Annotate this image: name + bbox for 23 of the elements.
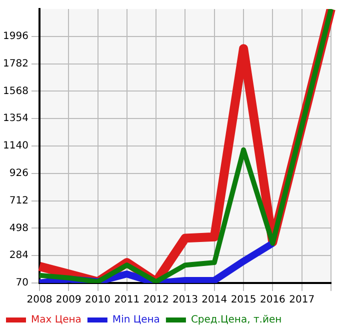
- x-tick-label: 2009: [56, 294, 82, 306]
- y-tick-label: 498: [9, 222, 28, 234]
- x-tick-label: 2013: [172, 294, 198, 306]
- y-tick-label: 284: [9, 250, 28, 262]
- x-tick-label: 2015: [230, 294, 256, 306]
- x-tick-label: 2014: [202, 294, 228, 306]
- y-tick-label: 70: [16, 278, 28, 289]
- y-tick-label: 712: [9, 195, 28, 206]
- y-tick-label: 1568: [2, 86, 28, 97]
- x-tick-label: 2012: [143, 294, 169, 306]
- x-tick-label: 2010: [85, 294, 110, 306]
- y-tick-label: 1354: [2, 113, 28, 124]
- legend-label: Min Цена: [112, 314, 160, 326]
- x-tick-label: 2016: [260, 294, 286, 306]
- y-tick-label: 926: [9, 168, 28, 179]
- x-tick-label: 2017: [289, 294, 315, 306]
- x-tick-label: 2011: [114, 294, 140, 306]
- y-tick-label: 1140: [2, 140, 28, 152]
- y-tick-label: 1996: [2, 30, 28, 42]
- legend-label: Max Цена: [31, 314, 82, 326]
- x-tick-label: 2008: [26, 294, 52, 306]
- y-tick-label: 1782: [2, 58, 28, 70]
- legend-label: Сред.Цена, т.йен: [190, 314, 282, 326]
